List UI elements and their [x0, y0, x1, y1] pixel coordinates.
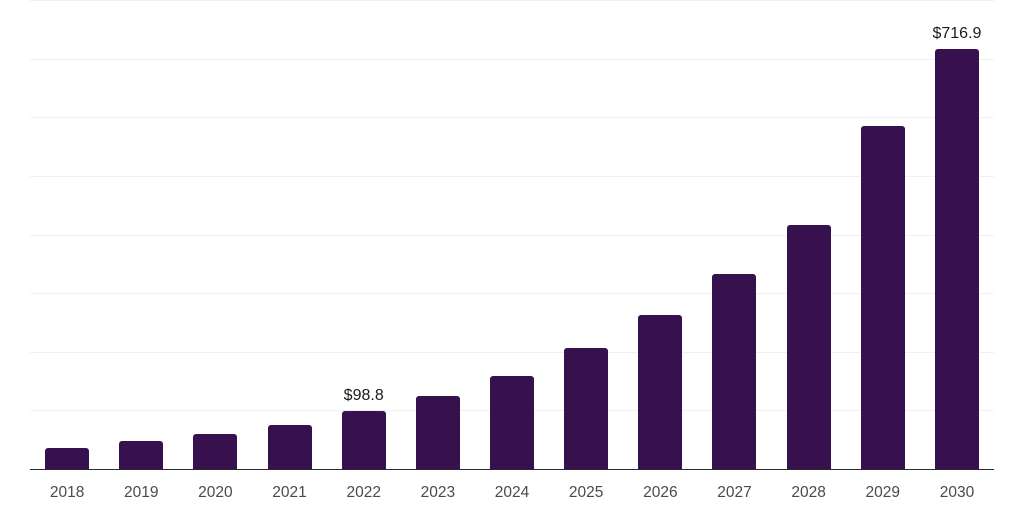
- x-tick-2022: 2022: [346, 484, 381, 501]
- x-axis-line: [30, 468, 994, 470]
- bars-container: $98.8 $716.9: [30, 0, 994, 469]
- bar-slot-2025: [549, 0, 623, 469]
- bar-slot-2030: $716.9: [920, 0, 994, 469]
- bar-2025[interactable]: [564, 347, 609, 469]
- gridline-600: [30, 117, 994, 119]
- value-label-2022: $98.8: [343, 387, 384, 405]
- bar-slot-2027: [697, 0, 771, 469]
- bar-2026[interactable]: [638, 315, 683, 469]
- bar-2022[interactable]: [341, 411, 386, 469]
- value-label-2030: $716.9: [932, 24, 982, 42]
- gridline-200: [30, 351, 994, 353]
- bar-slot-2019: [104, 0, 178, 469]
- x-tick-2021: 2021: [272, 484, 307, 501]
- gridline-700: [30, 58, 994, 60]
- bar-2023[interactable]: [415, 396, 460, 469]
- bar-2019[interactable]: [119, 440, 164, 469]
- bar-2024[interactable]: [490, 376, 535, 469]
- gridline-300: [30, 293, 994, 295]
- bar-slot-2022: $98.8: [327, 0, 401, 469]
- bar-slot-2021: [252, 0, 326, 469]
- x-tick-2026: 2026: [643, 484, 678, 501]
- gridline-800: [30, 0, 994, 1]
- x-tick-2024: 2024: [494, 484, 530, 501]
- bar-2027[interactable]: [712, 274, 757, 469]
- x-tick-2020: 2020: [198, 484, 233, 501]
- bar-2030[interactable]: [934, 48, 979, 469]
- bar-2029[interactable]: [860, 126, 905, 469]
- x-tick-2019: 2019: [123, 484, 159, 501]
- x-tick-2018: 2018: [49, 484, 85, 501]
- x-tick-2025: 2025: [568, 484, 604, 501]
- x-tick-2023: 2023: [420, 484, 456, 501]
- bar-slot-2023: [401, 0, 475, 469]
- gridline-500: [30, 175, 994, 177]
- bar-slot-2024: [475, 0, 549, 469]
- gridline-400: [30, 234, 994, 236]
- x-tick-2029: 2029: [865, 484, 901, 501]
- bar-2028[interactable]: [786, 225, 831, 469]
- plot-area: $98.8 $716.9: [30, 0, 994, 470]
- bar-2020[interactable]: [193, 434, 238, 469]
- bar-slot-2018: [30, 0, 104, 469]
- bar-slot-2028: [772, 0, 846, 469]
- bar-slot-2029: [846, 0, 920, 469]
- x-axis-tick-labels: 2018 2019 2020 2021 2022 2023 2024 2025 2026 2027…: [30, 470, 994, 502]
- x-tick-2027: 2027: [717, 484, 752, 501]
- x-tick-2030: 2030: [939, 484, 975, 501]
- bar-2018[interactable]: [45, 447, 90, 469]
- bar-2021[interactable]: [267, 425, 312, 469]
- bar-slot-2020: [178, 0, 252, 469]
- bar-slot-2026: [623, 0, 697, 469]
- x-tick-2028: 2028: [791, 484, 826, 501]
